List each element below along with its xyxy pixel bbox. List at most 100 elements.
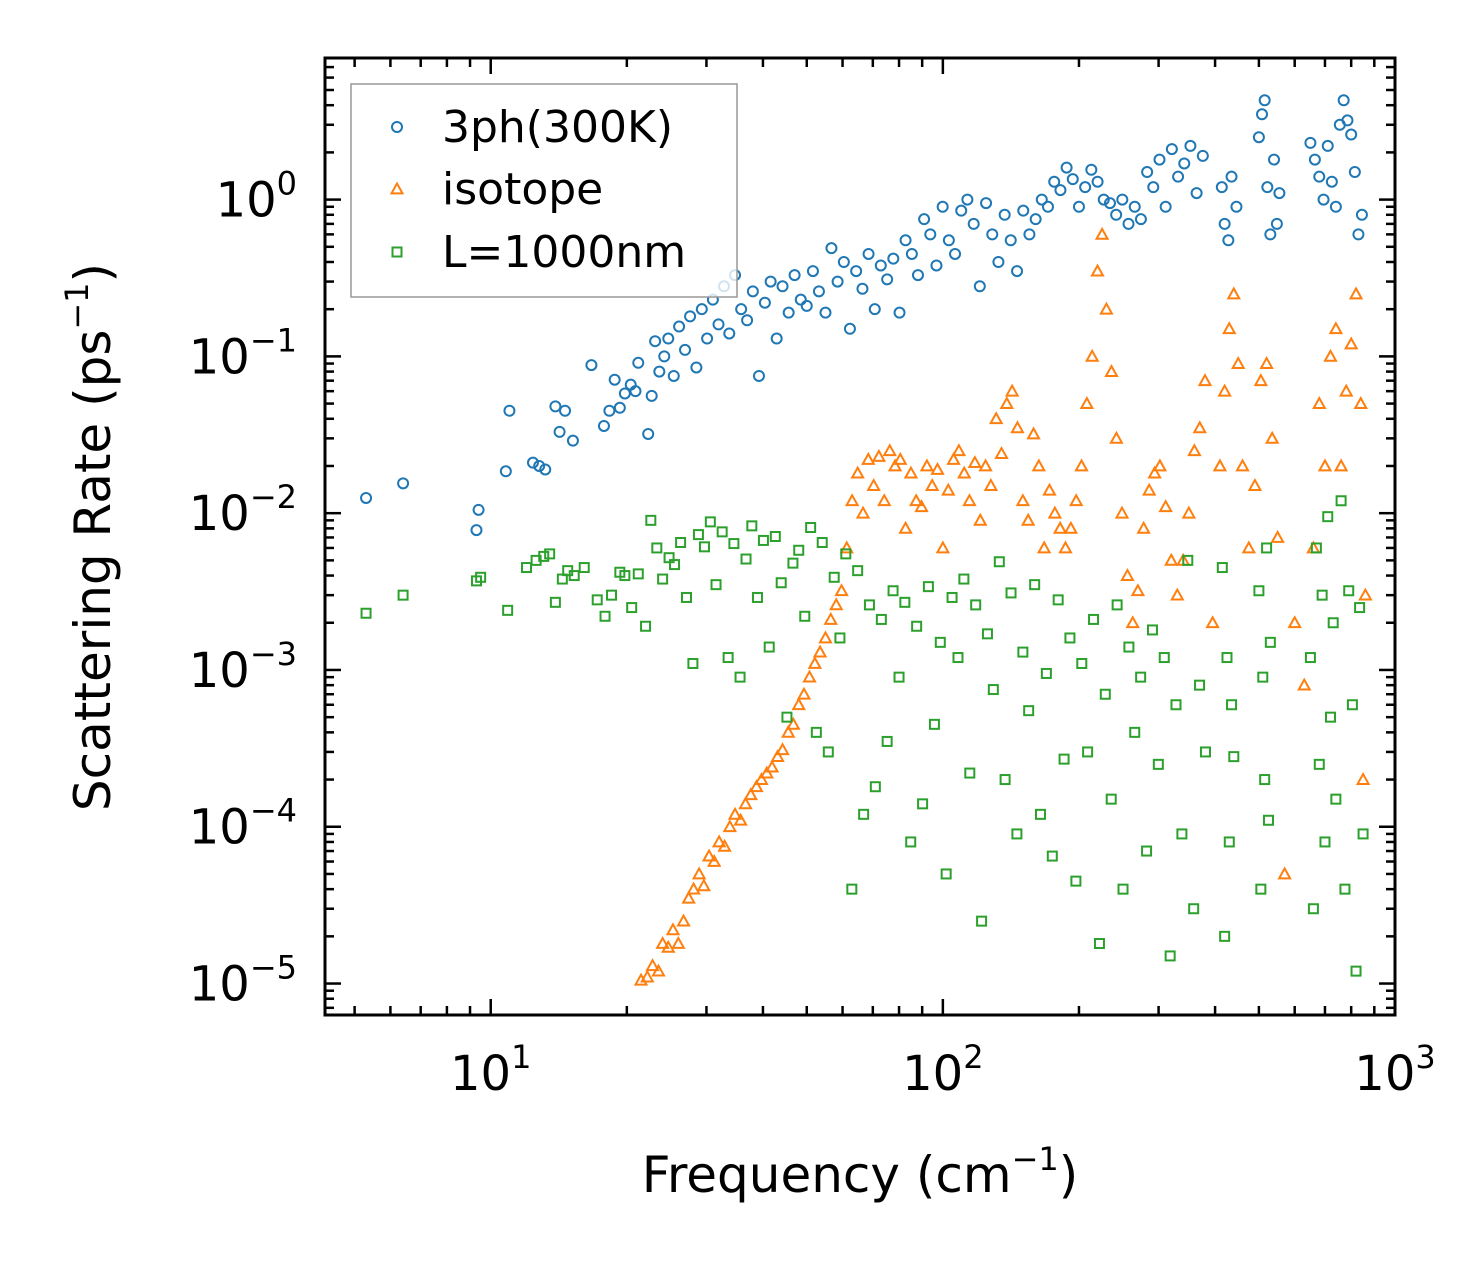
series-1-point-72 (1015, 493, 1031, 507)
series-2-point-74 (952, 652, 964, 664)
series-2-point-102 (1117, 883, 1129, 895)
series-2-point-23 (651, 542, 663, 554)
series-0-point-90 (1041, 200, 1054, 213)
series-1-point-33 (807, 655, 823, 669)
series-2-point-90 (1046, 850, 1058, 862)
series-1-point-105 (1192, 420, 1207, 434)
series-1-point-78 (1047, 505, 1063, 519)
series-0-point-54 (819, 306, 832, 319)
series-0-point-62 (868, 303, 881, 316)
series-0-point-51 (800, 299, 813, 312)
series-1-point-5 (661, 939, 676, 953)
series-2-point-129 (1264, 636, 1276, 648)
series-2-point-85 (1017, 646, 1029, 658)
series-2-point-106 (1141, 845, 1153, 857)
series-1-point-2 (645, 958, 660, 972)
series-1-point-41 (850, 465, 865, 479)
series-0-point-87 (1023, 228, 1036, 241)
series-0-point-1 (397, 477, 410, 490)
series-1-point-27 (775, 742, 790, 756)
series-2-point-99 (1099, 688, 1111, 700)
series-2-point-83 (1005, 587, 1017, 599)
series-2-point-76 (964, 767, 976, 779)
series-0-point-18 (618, 387, 631, 400)
series-1-point-125 (1317, 458, 1333, 472)
series-0-point-80 (980, 197, 993, 210)
series-2-point-64 (893, 671, 905, 683)
series-1-point-60 (951, 443, 967, 457)
series-2-point-113 (1182, 554, 1194, 566)
legend-marker-2 (391, 246, 403, 258)
series-0-point-72 (930, 259, 943, 272)
series-1-point-54 (919, 458, 935, 472)
series-2-point-115 (1194, 679, 1206, 691)
series-1-point-61 (957, 465, 972, 479)
series-2-point-7 (538, 550, 550, 562)
series-2-point-55 (840, 548, 852, 560)
series-2-point-68 (917, 798, 929, 810)
series-1-point-121 (1287, 615, 1302, 629)
series-2-point-104 (1129, 726, 1141, 738)
axes-layer: 101 102 103 100 10−1 10−2 10−3 10−4 10−5 (189, 56, 1436, 1102)
series-2-point-143 (1346, 699, 1358, 711)
legend: 3ph(300K) isotope L=1000nm (350, 83, 738, 298)
series-1-point-39 (839, 540, 854, 554)
series-1-point-38 (834, 583, 849, 597)
series-2-point-1 (397, 589, 409, 601)
series-0-point-27 (662, 332, 675, 345)
series-1-point-114 (1241, 540, 1257, 554)
series-1-point-75 (1031, 458, 1046, 472)
series-1-point-50 (898, 520, 913, 534)
series-0-point-15 (603, 404, 616, 417)
legend-label-boundary: L=1000nm (442, 227, 686, 278)
series-0-point-23 (645, 389, 658, 402)
series-2-point-24 (657, 573, 669, 585)
series-2-point-133 (1313, 758, 1325, 770)
series-0-point-40 (735, 303, 748, 316)
series-2-point-141 (1339, 883, 1351, 895)
series-0-point-76 (955, 204, 968, 217)
series-1-point-15 (711, 834, 727, 848)
series-2-point-63 (887, 585, 899, 597)
series-0-point-57 (837, 255, 850, 268)
series-1-point-64 (973, 512, 988, 526)
series-2-point-31 (698, 541, 710, 553)
series-2-point-136 (1322, 511, 1334, 523)
series-2-point-120 (1223, 836, 1235, 848)
series-2-point-114 (1188, 903, 1200, 915)
series-2-point-22 (645, 514, 657, 526)
series-2-point-5 (521, 562, 533, 574)
series-0-point-82 (992, 255, 1005, 268)
series-1-point-7 (671, 935, 686, 949)
series-0-point-31 (684, 310, 697, 323)
series-0-point-45 (764, 275, 777, 288)
series-1-point-100 (1164, 552, 1179, 566)
series-1-point-31 (796, 686, 812, 700)
series-1-point-25 (764, 759, 780, 773)
series-0-point-79 (973, 280, 986, 293)
series-0-point-102 (1116, 193, 1129, 206)
x-tick-label-2: 103 (1354, 1038, 1435, 1102)
series-1-point-23 (754, 771, 769, 785)
legend-markers (389, 121, 405, 258)
series-0-point-65 (887, 252, 900, 265)
series-1-point-46 (877, 493, 892, 507)
series-2-point-40 (751, 591, 763, 603)
series-0-point-33 (695, 303, 708, 316)
series-2-point-111 (1170, 699, 1182, 711)
series-0-point-29 (673, 320, 686, 333)
series-0-point-106 (1141, 165, 1154, 178)
legend-label-3ph: 3ph(300K) (442, 102, 673, 153)
legend-marker-0 (391, 121, 403, 133)
y-tick-label-2: 10−2 (189, 478, 297, 542)
series-1-point-9 (681, 890, 696, 904)
series-0-point-86 (1017, 204, 1030, 217)
series-0-point-84 (1004, 234, 1017, 247)
series-2-point-144 (1350, 965, 1362, 977)
series-1-point-96 (1142, 482, 1157, 496)
series-2-point-29 (687, 657, 699, 669)
series-2-point-28 (680, 591, 692, 603)
series-0-point-66 (893, 306, 906, 319)
series-0-point-22 (642, 427, 655, 440)
